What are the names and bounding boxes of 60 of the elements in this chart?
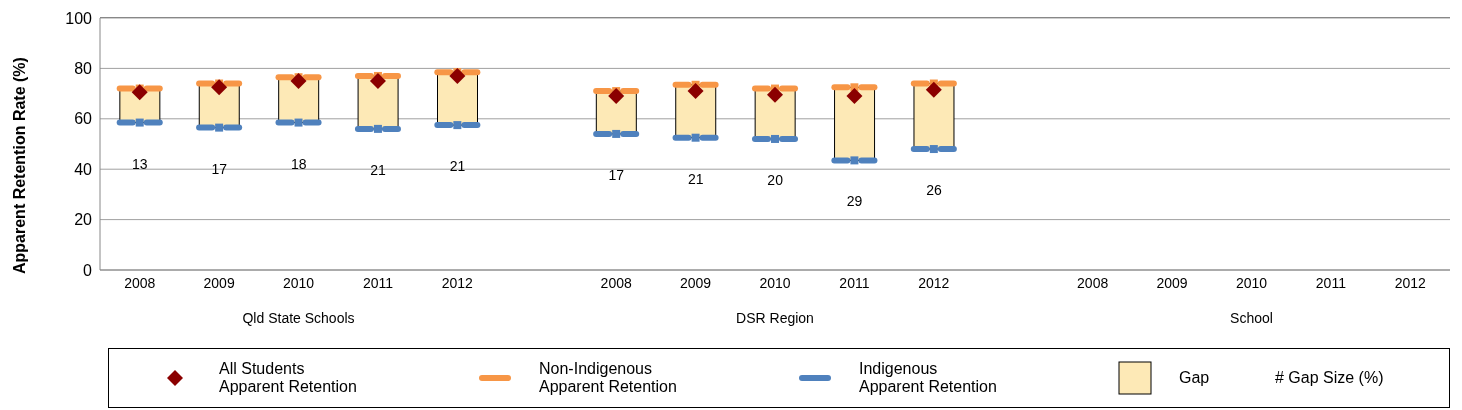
- x-tick-label: 2012: [441, 274, 474, 291]
- point: [691, 133, 700, 142]
- point: [373, 124, 382, 133]
- point: [215, 123, 224, 132]
- point: [135, 118, 144, 127]
- point: [453, 121, 462, 130]
- point: [449, 67, 466, 84]
- data-label: 13: [132, 155, 148, 172]
- x-tick-label: 2012: [918, 274, 950, 291]
- legend-label: Non-Indigenous Apparent Retention: [539, 360, 678, 396]
- point: [846, 88, 863, 105]
- point: [369, 73, 386, 89]
- y-tick-label: 40: [74, 160, 93, 178]
- text: DSR Region: [735, 310, 815, 326]
- point: [612, 129, 621, 138]
- x-tick-label: 2011: [839, 274, 870, 291]
- data-label: 18: [290, 155, 307, 172]
- point: [925, 81, 942, 98]
- data-label: 29: [846, 193, 863, 210]
- x-tick-label: 2011: [1315, 274, 1347, 291]
- point: [929, 145, 938, 154]
- legend-label: Gap: [1179, 369, 1210, 387]
- x-tick-label: 2009: [1156, 274, 1188, 291]
- point: [608, 88, 625, 105]
- text: Qld State Schools: [241, 310, 356, 326]
- y-tick-label: 60: [74, 110, 93, 128]
- text: School: [1229, 310, 1274, 326]
- data-label: 17: [608, 166, 625, 183]
- x-tick-label: 2008: [124, 274, 156, 291]
- x-tick-label: 2010: [1235, 274, 1268, 291]
- point: [850, 156, 859, 165]
- point: [294, 118, 303, 127]
- x-tick-label: 2009: [680, 274, 712, 291]
- point: [687, 83, 704, 100]
- point: [211, 79, 228, 96]
- data-label: 20: [767, 171, 784, 188]
- x-tick-label: 2011: [362, 274, 394, 291]
- data-label: 21: [370, 161, 387, 178]
- legend-label: Indigenous Apparent Retention: [859, 360, 998, 396]
- x-tick-label: 2010: [759, 274, 791, 291]
- data-label: 21: [449, 158, 466, 175]
- x-tick-label: 2010: [282, 274, 315, 291]
- y-tick-label: 100: [65, 9, 93, 27]
- point: [131, 84, 148, 101]
- y-tick-label: 0: [83, 261, 93, 279]
- x-tick-label: 2009: [203, 274, 235, 291]
- data-label: 26: [926, 182, 942, 199]
- x-tick-label: 2012: [1394, 274, 1427, 291]
- point: [290, 73, 307, 89]
- legend-label: All Students Apparent Retention: [219, 360, 358, 396]
- y-tick-label: 20: [74, 211, 93, 229]
- data-label: 21: [687, 170, 704, 187]
- data-label: 17: [211, 160, 228, 177]
- point: [767, 86, 783, 103]
- x-tick-label: 2008: [1077, 274, 1109, 291]
- text: # Gap Size (%): [1275, 369, 1384, 387]
- y-axis-title: Apparent Retention Rate (%): [10, 57, 28, 274]
- y-tick-label: 80: [74, 60, 93, 78]
- x-tick-label: 2008: [600, 274, 632, 291]
- point: [771, 134, 779, 143]
